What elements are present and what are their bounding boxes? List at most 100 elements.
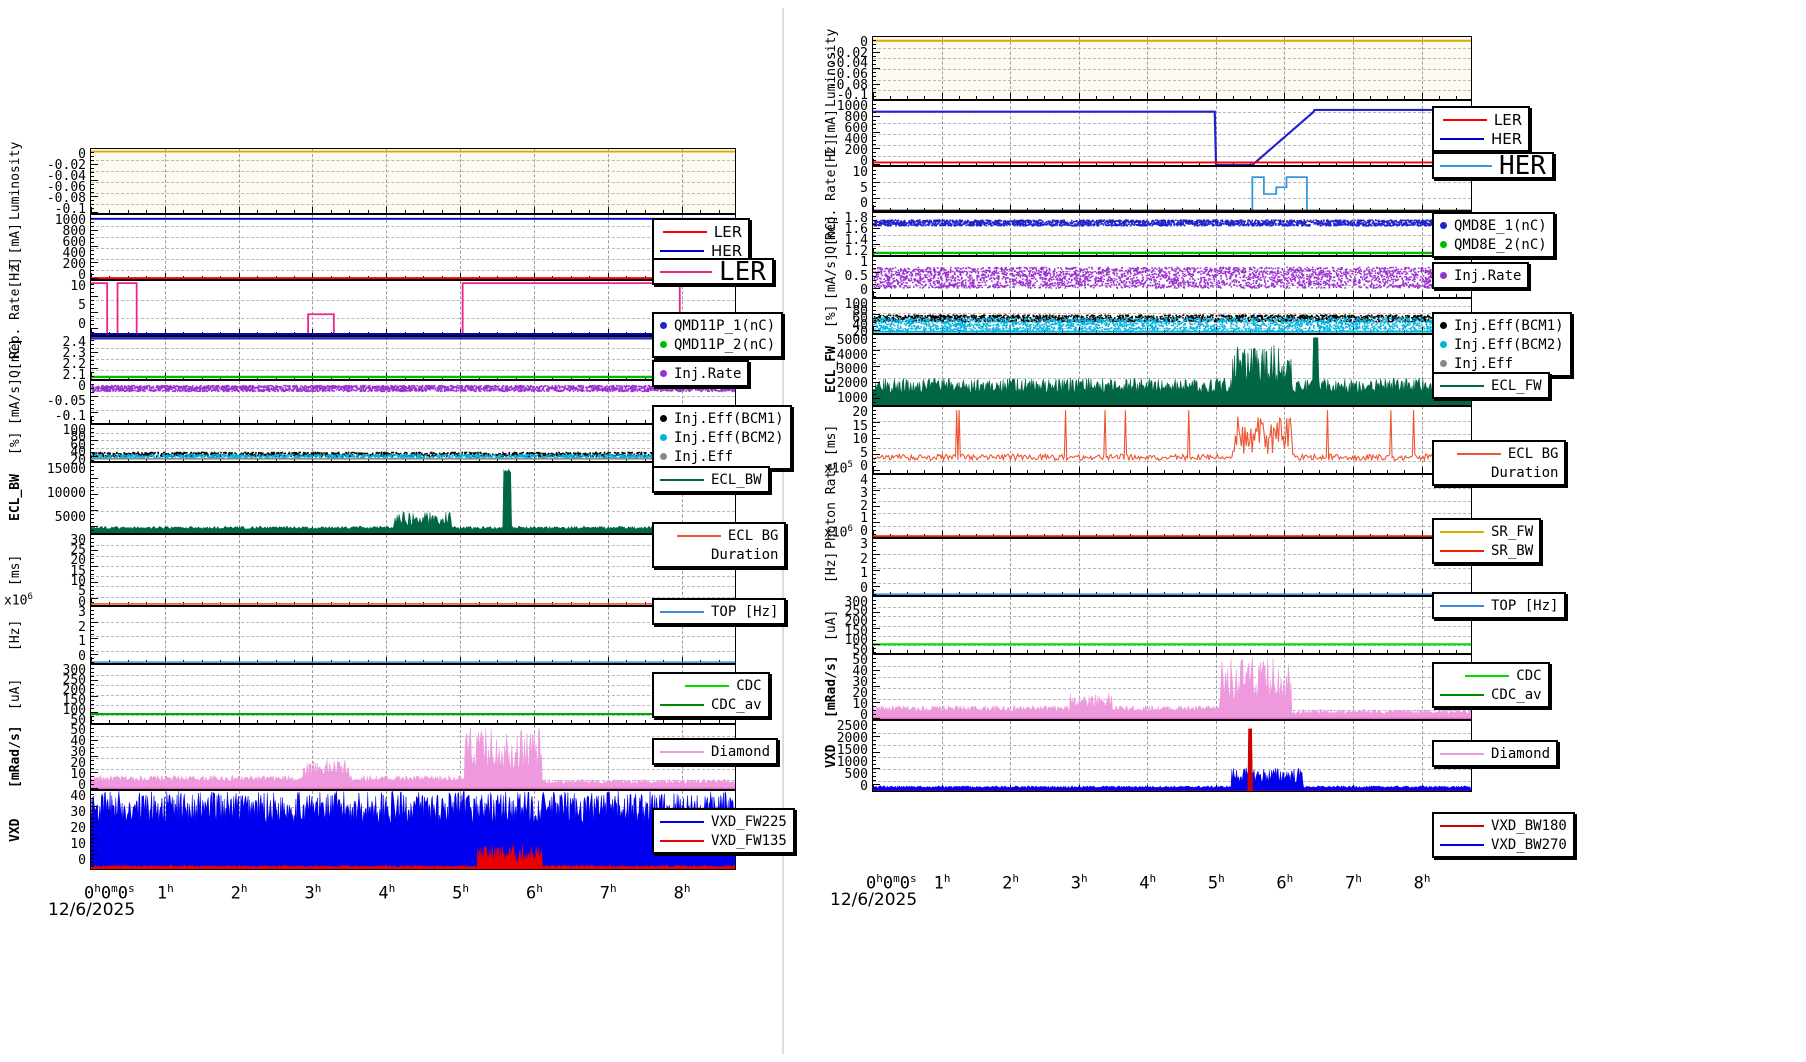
plot-row-diamond[interactable] bbox=[872, 654, 1472, 720]
legend-ecl-bg[interactable]: ECL BG Duration bbox=[652, 522, 787, 568]
gridline-horizontal bbox=[91, 171, 735, 172]
plot-row-ecl-fw[interactable] bbox=[872, 334, 1472, 406]
legend-rep-rate[interactable]: LER bbox=[652, 257, 774, 287]
legend-charge[interactable]: QMD11P_1(nC) QMD11P_2(nC) bbox=[652, 312, 784, 358]
plot-row-luminosity[interactable] bbox=[872, 36, 1472, 100]
gridline-vertical bbox=[1010, 597, 1012, 653]
plot-row-top[interactable] bbox=[90, 606, 736, 664]
trace-inj-rate bbox=[91, 384, 735, 393]
y-tick-label: -0.04 bbox=[46, 168, 86, 184]
plot-row-inj-rate[interactable] bbox=[90, 380, 736, 424]
legend-ecl-fw[interactable]: ECL_FW bbox=[1432, 372, 1550, 399]
legend-vxd[interactable]: VXD_FW225 VXD_FW135 bbox=[652, 808, 795, 854]
plot-row-duration[interactable] bbox=[872, 406, 1472, 474]
legend-rep-rate[interactable]: HER bbox=[1432, 151, 1554, 181]
legend-ring-current[interactable]: LER HER bbox=[652, 218, 751, 264]
axis-tick bbox=[1387, 294, 1389, 297]
y-axis-label-diamond: [mRad/s] bbox=[8, 725, 23, 789]
y-tick-label: 5 bbox=[78, 298, 86, 314]
gridline-vertical bbox=[1284, 721, 1286, 791]
legend-entry: Inj.Rate bbox=[660, 364, 741, 383]
plot-row-inj-eff[interactable] bbox=[90, 424, 736, 462]
plot-row-top[interactable] bbox=[872, 538, 1472, 596]
gridline-vertical bbox=[1078, 475, 1080, 537]
axis-tick bbox=[890, 96, 892, 99]
plot-row-vxd[interactable] bbox=[872, 720, 1472, 792]
gridline-horizontal bbox=[91, 226, 735, 227]
axis-tick bbox=[1044, 470, 1046, 473]
legend-marker-line bbox=[1440, 693, 1484, 696]
y-axis-label-vxd: VXD bbox=[824, 744, 839, 768]
gridline-vertical bbox=[460, 337, 462, 379]
legend-cdc[interactable]: CDC CDC_av bbox=[652, 672, 770, 718]
legend-inj-rate[interactable]: Inj.Rate bbox=[1432, 262, 1530, 289]
trace-charge bbox=[873, 219, 1471, 255]
legend-inj-eff[interactable]: Inj.Eff(BCM1) Inj.Eff(BCM2) Inj.Eff bbox=[1432, 312, 1572, 377]
axis-tick bbox=[1027, 162, 1029, 165]
gridline-vertical bbox=[1078, 101, 1080, 165]
y-axis-label-vxd: VXD bbox=[8, 818, 23, 842]
plot-row-rep-rate[interactable] bbox=[872, 166, 1472, 212]
legend-marker-line bbox=[1440, 843, 1484, 846]
gridline-vertical bbox=[1147, 213, 1149, 255]
axis-tick bbox=[718, 720, 720, 723]
trace-rep-rate bbox=[91, 282, 735, 335]
plot-row-cdc[interactable] bbox=[872, 596, 1472, 654]
axis-tick bbox=[1044, 294, 1046, 297]
y-tick-label: 600 bbox=[62, 234, 86, 250]
gridline-vertical bbox=[1421, 101, 1423, 165]
y-tick-label: 40 bbox=[852, 318, 868, 334]
legend-ecl-bg[interactable]: ECL BG Duration bbox=[1432, 440, 1567, 486]
gridline-vertical bbox=[1353, 37, 1354, 99]
gridline-vertical bbox=[1147, 721, 1149, 791]
y-tick-label: 15000 bbox=[46, 461, 86, 477]
axis-tick bbox=[478, 210, 480, 213]
axis-tick bbox=[1318, 96, 1320, 99]
gridline-vertical bbox=[941, 597, 943, 653]
axis-tick bbox=[312, 717, 314, 723]
legend-sr[interactable]: SR_FW SR_BW bbox=[1432, 518, 1542, 564]
plot-row-inj-rate[interactable] bbox=[872, 256, 1472, 298]
legend-ecl-bw[interactable]: ECL_BW bbox=[652, 466, 770, 493]
plot-row-ecl-bw[interactable] bbox=[90, 462, 736, 534]
y-tick-label: 20 bbox=[70, 755, 86, 771]
plot-row-duration[interactable] bbox=[90, 534, 736, 606]
legend-label: Inj.Rate bbox=[674, 365, 742, 382]
legend-inj-rate[interactable]: Inj.Rate bbox=[652, 360, 750, 387]
legend-cdc[interactable]: CDC CDC_av bbox=[1432, 662, 1550, 708]
plot-row-beam-current[interactable] bbox=[872, 100, 1472, 166]
axis-tick bbox=[1250, 162, 1252, 165]
gridline-vertical bbox=[1421, 213, 1423, 255]
legend-ring-current[interactable]: LER HER bbox=[1432, 106, 1531, 152]
axis-tick bbox=[607, 417, 609, 423]
plot-row-inj-eff[interactable] bbox=[872, 298, 1472, 334]
axis-tick bbox=[1421, 531, 1423, 537]
plot-row-cdc[interactable] bbox=[90, 664, 736, 724]
legend-diamond[interactable]: Diamond bbox=[1432, 740, 1559, 767]
legend-top[interactable]: TOP [Hz] bbox=[1432, 592, 1567, 619]
plot-row-charge[interactable] bbox=[872, 212, 1472, 256]
legend-vxd[interactable]: VXD_BW180 VXD_BW270 bbox=[1432, 812, 1575, 858]
legend-diamond[interactable]: Diamond bbox=[652, 738, 779, 765]
plot-row-rep-rate[interactable] bbox=[90, 280, 736, 336]
y-tick-label: 1000 bbox=[54, 212, 86, 228]
legend-marker-dot bbox=[1440, 241, 1447, 248]
plot-row-luminosity[interactable] bbox=[90, 148, 736, 214]
plot-row-photon-rate[interactable] bbox=[872, 474, 1472, 538]
y-tick-label: 400 bbox=[62, 245, 86, 261]
gridline-vertical bbox=[1147, 539, 1149, 595]
legend-top[interactable]: TOP [Hz] bbox=[652, 598, 787, 625]
gridline-horizontal bbox=[873, 568, 1471, 569]
gridline-vertical bbox=[386, 607, 388, 663]
axis-tick bbox=[91, 657, 92, 663]
legend-charge[interactable]: QMD8E_1(nC) QMD8E_2(nC) bbox=[1432, 212, 1555, 258]
plot-row-diamond[interactable] bbox=[90, 724, 736, 790]
plot-row-vxd[interactable] bbox=[90, 790, 736, 870]
plot-row-charge[interactable] bbox=[90, 336, 736, 380]
gridline-vertical bbox=[460, 607, 462, 663]
plot-row-beam-current[interactable] bbox=[90, 214, 736, 280]
gridline-vertical bbox=[681, 381, 683, 423]
legend-inj-eff[interactable]: Inj.Eff(BCM1) Inj.Eff(BCM2) Inj.Eff bbox=[652, 405, 792, 470]
axis-tick bbox=[924, 96, 926, 99]
legend-entry: VXD_FW135 bbox=[660, 831, 787, 850]
